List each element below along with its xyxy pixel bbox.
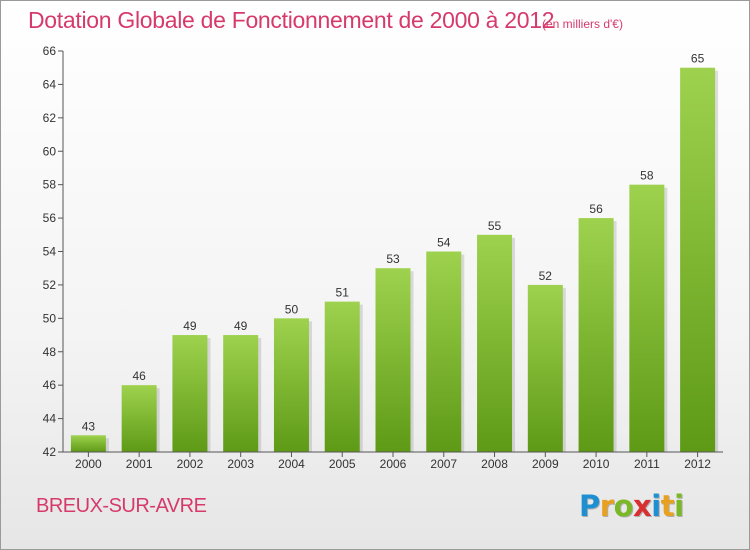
bar[interactable] [578, 218, 614, 452]
bar-group: 43 [70, 419, 109, 452]
x-tick-label: 2008 [481, 457, 508, 471]
y-axis: 42 44 46 48 50 52 54 56 58 60 62 64 66 [43, 44, 64, 459]
bar-group: 54 [426, 236, 465, 453]
y-tick-label: 46 [43, 378, 57, 392]
bar-group: 49 [223, 319, 262, 452]
bar-group: 56 [578, 202, 617, 452]
bar[interactable] [680, 67, 716, 452]
logo-letter: i [674, 489, 684, 523]
x-tick-label: 2005 [329, 457, 356, 471]
y-tick-label: 62 [43, 111, 57, 125]
chart-unit-note: (en milliers d'€) [542, 17, 623, 31]
x-tick-label: 2002 [177, 457, 204, 471]
x-tick-label: 2011 [634, 457, 660, 471]
y-tick-label: 48 [43, 345, 57, 359]
logo-letter: P [579, 489, 600, 523]
logo-letter: t [660, 489, 675, 523]
y-tick-label: 44 [43, 412, 57, 426]
bar-group: 46 [121, 369, 160, 452]
y-tick-label: 52 [43, 278, 57, 292]
x-axis: 2000 2001 2002 2003 2004 2005 2006 2007 2008 2009… [63, 451, 723, 471]
bar[interactable] [375, 268, 411, 452]
y-tick-label: 50 [43, 311, 57, 325]
bar-group: 55 [477, 219, 516, 452]
bar-group: 65 [680, 52, 719, 452]
bar[interactable] [629, 184, 665, 452]
bars: 43 46 49 49 50 51 53 54 55 52 56 58 65 [70, 52, 719, 453]
bar[interactable] [273, 318, 309, 452]
proxiti-logo[interactable]: Proxiti [579, 489, 684, 523]
bar-value-label: 55 [488, 219, 502, 233]
bar-group: 53 [375, 252, 414, 452]
x-tick-label: 2009 [532, 457, 559, 471]
y-tick-label: 56 [43, 211, 57, 225]
bar[interactable] [426, 251, 462, 453]
logo-letter: r [599, 489, 614, 523]
bar-group: 52 [527, 269, 566, 452]
bar-value-label: 53 [386, 252, 400, 266]
x-tick-label: 2000 [75, 457, 102, 471]
bar-value-label: 52 [539, 269, 553, 283]
bar-value-label: 65 [691, 52, 705, 66]
y-tick-label: 60 [43, 144, 57, 158]
bar-group: 49 [172, 319, 211, 452]
x-tick-label: 2007 [430, 457, 457, 471]
logo-letter: i [651, 489, 661, 523]
y-tick-label: 66 [43, 44, 57, 58]
logo-letter: o [613, 489, 634, 523]
bar-group: 51 [324, 286, 363, 452]
y-tick-label: 64 [43, 77, 57, 91]
bar-value-label: 56 [589, 202, 603, 216]
bar[interactable] [223, 335, 259, 452]
bar-value-label: 49 [234, 319, 248, 333]
x-tick-label: 2012 [684, 457, 711, 471]
bar-value-label: 43 [82, 419, 96, 433]
bar-group: 50 [273, 302, 312, 452]
bar-value-label: 51 [336, 286, 350, 300]
x-tick-label: 2004 [278, 457, 305, 471]
y-tick-label: 54 [43, 245, 57, 259]
x-tick-label: 2001 [126, 457, 153, 471]
bar-value-label: 50 [285, 302, 299, 316]
y-tick-label: 42 [43, 445, 57, 459]
bar-value-label: 54 [437, 236, 451, 250]
bar[interactable] [527, 284, 563, 452]
bar-value-label: 58 [640, 169, 654, 183]
bar[interactable] [477, 234, 513, 452]
bar[interactable] [324, 301, 360, 452]
x-tick-label: 2003 [227, 457, 254, 471]
bar[interactable] [172, 335, 208, 452]
bar-group: 58 [629, 169, 668, 452]
bar[interactable] [121, 385, 157, 452]
bar[interactable] [70, 435, 106, 452]
bar-value-label: 46 [132, 369, 146, 383]
commune-name: BREUX-SUR-AVRE [36, 495, 207, 517]
bar-value-label: 49 [183, 319, 197, 333]
logo-letter: x [633, 489, 652, 523]
chart-title: Dotation Globale de Fonctionnement de 20… [28, 7, 555, 33]
y-tick-label: 58 [43, 178, 57, 192]
x-tick-label: 2006 [380, 457, 407, 471]
x-tick-label: 2010 [583, 457, 610, 471]
